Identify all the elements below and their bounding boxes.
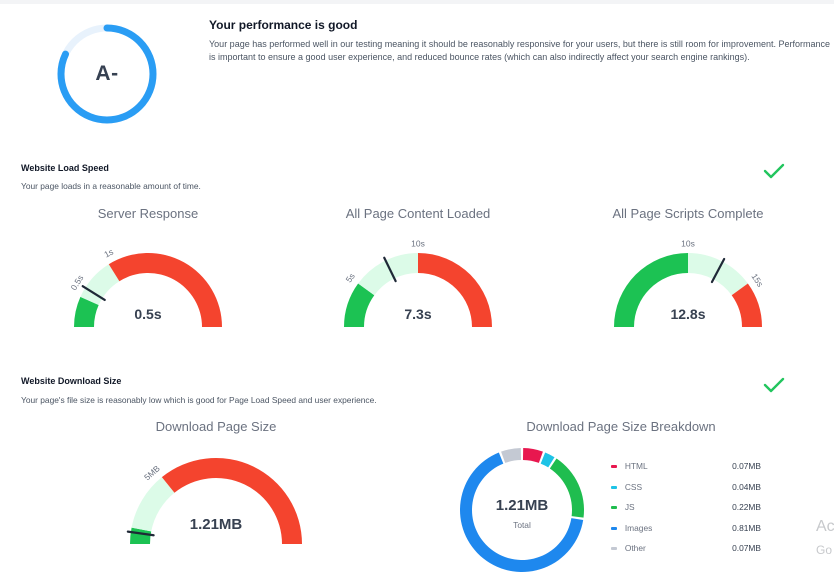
legend-size: 0.07MB: [732, 461, 761, 471]
gauge-needle: [383, 256, 397, 283]
performance-description: Your page has performed well in our test…: [209, 39, 830, 62]
gauge-tick-label: 0.5s: [68, 273, 85, 292]
gauge-segment-ok: [80, 264, 120, 306]
breakdown-total-label: Total: [513, 520, 531, 530]
breakdown-total-value: 1.21MB: [495, 497, 549, 514]
legend-item-images: Images 0.81MB: [611, 521, 761, 535]
donut-slice-html: [522, 448, 543, 463]
check-icon: [763, 163, 785, 179]
legend-item-css: CSS 0.04MB: [611, 480, 761, 494]
gauge-needle: [81, 285, 106, 302]
donut-slice-js: [549, 458, 584, 518]
gauge-title-scripts-complete: All Page Scripts Complete: [612, 206, 764, 221]
gauge-tick-label: 10s: [681, 238, 695, 248]
performance-title: Your performance is good: [209, 18, 358, 32]
overlay-text-line1: Ac: [816, 518, 834, 535]
gauge-segment-ok: [358, 253, 418, 296]
gauge-server-response: 0.5s 1s: [68, 247, 222, 327]
legend-swatch: [611, 485, 617, 489]
legend-item-other: Other 0.07MB: [611, 541, 761, 555]
check-icon: [763, 377, 785, 393]
gauge-segment-good: [74, 296, 99, 327]
legend-item-html: HTML 0.07MB: [611, 459, 761, 473]
overlay-text-line2: Go: [816, 543, 833, 557]
donut-slice-css: [540, 452, 555, 468]
legend-label: JS: [624, 502, 635, 512]
breakdown-title: Download Page Size Breakdown: [526, 419, 716, 434]
gauge-value-scripts-complete: 12.8s: [670, 306, 706, 322]
gauge-segment-good: [614, 253, 688, 327]
gauge-segment-ok: [688, 253, 748, 296]
load-speed-subtitle: Your page loads in a reasonable amount o…: [21, 181, 201, 191]
gauge-segment-bad: [161, 458, 302, 544]
legend-label: Images: [624, 523, 653, 533]
gauge-download-size: 5MB: [126, 458, 302, 544]
legend-swatch: [611, 546, 617, 550]
grade-letter: A-: [95, 62, 119, 85]
legend-label: Other: [624, 543, 646, 553]
download-size-title: Website Download Size: [21, 376, 122, 386]
legend-label: HTML: [624, 461, 648, 471]
gauge-value-download-size: 1.21MB: [189, 516, 243, 533]
gauge-title-content-loaded: All Page Content Loaded: [345, 206, 491, 221]
donut-slice-other: [501, 448, 522, 463]
legend-size: 0.07MB: [732, 543, 761, 553]
legend-size: 0.04MB: [732, 482, 761, 492]
grade-ring: [57, 24, 157, 124]
top-bar: [0, 0, 834, 4]
load-speed-title: Website Load Speed: [21, 163, 109, 173]
breakdown-donut-chart: [460, 448, 584, 572]
download-size-subtitle: Your page's file size is reasonably low …: [21, 395, 377, 405]
gauge-title-server-response: Server Response: [97, 206, 199, 221]
gauge-scripts-complete: 10s 15s: [614, 238, 765, 327]
legend-swatch: [611, 526, 617, 530]
gauge-value-server-response: 0.5s: [134, 306, 162, 322]
gauge-segment-ok: [131, 477, 175, 532]
gauge-segment-good: [344, 283, 375, 327]
gauge-segment-bad: [731, 283, 762, 327]
legend-label: CSS: [624, 482, 643, 492]
gauge-title-download-size: Download Page Size: [155, 419, 277, 434]
legend-swatch: [611, 505, 617, 509]
gauge-needle: [710, 257, 726, 284]
legend-item-js: JS 0.22MB: [611, 500, 761, 514]
gauge-tick-label: 5s: [344, 271, 357, 284]
gauge-tick-label: 1s: [102, 247, 115, 260]
gauge-needle: [126, 530, 155, 537]
gauge-segment-bad: [108, 253, 222, 327]
gauge-tick-label: 5MB: [142, 463, 162, 482]
gauge-segment-bad: [418, 253, 492, 327]
gauge-tick-label: 10s: [411, 238, 425, 248]
legend-swatch: [611, 464, 617, 468]
gauge-tick-label: 15s: [749, 272, 765, 289]
legend-size: 0.22MB: [732, 502, 761, 512]
gauge-value-content-loaded: 7.3s: [404, 306, 432, 322]
legend-size: 0.81MB: [732, 523, 761, 533]
gauge-content-loaded: 5s 10s: [344, 238, 492, 327]
